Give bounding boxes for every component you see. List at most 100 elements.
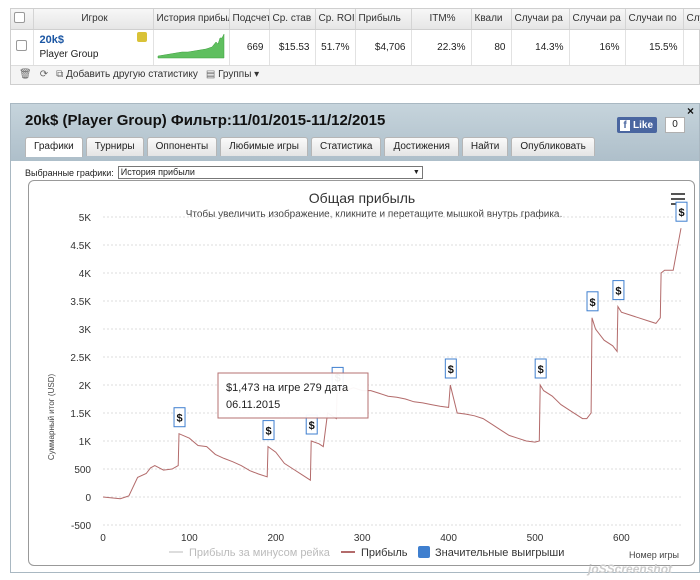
column-header-quali[interactable]: Квали bbox=[471, 9, 512, 30]
y-tick-label: 2.5K bbox=[70, 353, 91, 364]
tab-tournaments[interactable]: Турниры bbox=[85, 137, 144, 156]
y-tick-label: 0 bbox=[85, 493, 91, 504]
player-name-link[interactable]: 20k$ bbox=[39, 34, 64, 46]
tab-opponents[interactable]: Оппоненты bbox=[146, 137, 218, 156]
big-win-flag[interactable]: $ bbox=[173, 407, 186, 428]
panel-header: 20k$ (Player Group) Фильтр:11/01/2015-11… bbox=[11, 104, 699, 161]
y-tick-label: 500 bbox=[74, 465, 91, 476]
groups-dropdown[interactable]: ▤ Группы ▾ bbox=[205, 69, 260, 80]
refresh-icon[interactable]: ⟳ bbox=[39, 69, 49, 80]
chart-title: Общая прибыль bbox=[309, 190, 415, 206]
case2-cell: 16% bbox=[569, 29, 626, 65]
y-tick-label: 3K bbox=[79, 325, 92, 336]
x-tick-label: 400 bbox=[440, 533, 457, 544]
svg-text:$: $ bbox=[589, 297, 595, 309]
legend-item-profit[interactable]: Прибыль bbox=[361, 547, 408, 559]
big-win-flag[interactable]: $ bbox=[262, 420, 275, 441]
trash-icon[interactable]: 🗑 bbox=[19, 69, 32, 80]
like-label: Like bbox=[633, 119, 654, 131]
big-win-flag[interactable]: $ bbox=[534, 358, 547, 379]
svg-text:$: $ bbox=[615, 286, 621, 298]
y-tick-label: 4.5K bbox=[70, 241, 91, 252]
chart-subtitle: Чтобы увеличить изображение, кликните и … bbox=[186, 208, 563, 220]
watermark: joSScreenshot bbox=[588, 562, 673, 576]
tooltip-line-1: $1,473 на игре 279 дата bbox=[226, 382, 349, 394]
avg-roi-cell: 51.7% bbox=[315, 29, 356, 65]
count-cell: 669 bbox=[229, 29, 270, 65]
column-header-avg-roi[interactable]: Ср. ROI bbox=[315, 9, 356, 30]
column-header-profit[interactable]: Прибыль bbox=[355, 9, 412, 30]
legend-item-net[interactable]: Прибыль за минусом рейка bbox=[189, 547, 331, 559]
case4-cell bbox=[683, 29, 700, 65]
tab-graphs[interactable]: Графики bbox=[25, 137, 83, 157]
x-tick-label: 300 bbox=[354, 533, 371, 544]
player-group-label: Player Group bbox=[39, 49, 99, 60]
facebook-like-button[interactable]: f Like bbox=[617, 117, 657, 133]
x-tick-label: 0 bbox=[100, 533, 106, 544]
table-toolbar: 🗑 ⟳ ⧉ Добавить другую статистику ▤ Групп… bbox=[11, 64, 699, 84]
column-header-case-3[interactable]: Случаи по bbox=[625, 9, 684, 30]
table-row[interactable]: 20k$ Player Group 669 $15.53 51.7% $4,70… bbox=[11, 29, 700, 65]
column-header-case-4[interactable]: Случ bbox=[683, 9, 700, 30]
big-win-flag[interactable]: $ bbox=[586, 291, 599, 312]
y-tick-label: 1K bbox=[79, 437, 92, 448]
column-header-itm[interactable]: ITM% bbox=[411, 9, 472, 30]
column-header-count[interactable]: Подсчет bbox=[229, 9, 270, 30]
selected-graphs-label: Выбранные графики: bbox=[25, 167, 114, 178]
tooltip-line-2: 06.11.2015 bbox=[226, 399, 280, 411]
big-win-flag[interactable]: $ bbox=[444, 358, 457, 379]
case1-cell: 14.3% bbox=[511, 29, 570, 65]
profit-series-line bbox=[102, 228, 682, 500]
row-checkbox[interactable] bbox=[11, 29, 34, 65]
column-header-profit-history[interactable]: История прибыли bbox=[153, 9, 230, 30]
profit-chart[interactable]: Общая прибыль Чтобы увеличить изображени… bbox=[28, 180, 695, 566]
y-tick-label: 4K bbox=[79, 269, 92, 280]
svg-text:$: $ bbox=[309, 420, 315, 432]
column-header-player[interactable]: Игрок bbox=[33, 9, 154, 30]
like-count: 0 bbox=[665, 117, 685, 133]
itm-cell: 22.3% bbox=[411, 29, 472, 65]
case3-cell: 15.5% bbox=[625, 29, 684, 65]
sparkline-chart bbox=[157, 33, 224, 58]
profit-cell: $4,706 bbox=[355, 29, 412, 65]
x-axis-label: Номер игры bbox=[629, 550, 679, 560]
star-icon[interactable] bbox=[136, 31, 147, 42]
player-cell[interactable]: 20k$ Player Group bbox=[33, 29, 154, 65]
graph-select-dropdown[interactable]: История прибыли bbox=[117, 166, 423, 179]
y-axis-label: Суммарный итог (USD) bbox=[47, 374, 56, 461]
tab-achievements[interactable]: Достижения bbox=[384, 137, 459, 156]
column-header-case-1[interactable]: Случаи ра bbox=[511, 9, 570, 30]
tab-favorite-games[interactable]: Любимые игры bbox=[220, 137, 308, 156]
big-win-flag[interactable]: $ bbox=[612, 280, 625, 301]
facebook-icon: f bbox=[620, 119, 630, 131]
y-tick-label: 3.5K bbox=[70, 297, 91, 308]
tab-find[interactable]: Найти bbox=[461, 137, 509, 156]
profit-history-sparkline bbox=[153, 29, 230, 65]
avg-stake-cell: $15.53 bbox=[269, 29, 316, 65]
groups-icon: ▤ bbox=[205, 69, 216, 80]
svg-text:$: $ bbox=[176, 413, 182, 425]
table-header-row: Игрок История прибыли Подсчет Ср. став С… bbox=[11, 9, 700, 30]
add-stat-button[interactable]: ⧉ Добавить другую статистику bbox=[56, 69, 198, 80]
column-header-case-2[interactable]: Случаи ра bbox=[569, 9, 626, 30]
select-all-checkbox[interactable] bbox=[11, 9, 34, 30]
tab-publish[interactable]: Опубликовать bbox=[511, 137, 595, 156]
player-detail-panel: 20k$ (Player Group) Фильтр:11/01/2015-11… bbox=[10, 103, 700, 573]
svg-text:$: $ bbox=[538, 364, 544, 376]
x-tick-label: 100 bbox=[181, 533, 198, 544]
column-header-avg-stake[interactable]: Ср. став bbox=[269, 9, 316, 30]
legend-item-big-wins[interactable]: Значительные выигрыши bbox=[435, 547, 564, 559]
big-win-flag[interactable]: $ bbox=[675, 201, 688, 222]
y-tick-label: 2K bbox=[79, 381, 92, 392]
close-icon[interactable]: × bbox=[687, 104, 695, 118]
panel-tabs: Графики Турниры Оппоненты Любимые игры С… bbox=[25, 137, 595, 157]
tab-statistics[interactable]: Статистика bbox=[310, 137, 382, 156]
y-tick-label: 5K bbox=[79, 213, 92, 224]
profit-chart-svg[interactable]: Общая прибыль Чтобы увеличить изображени… bbox=[29, 181, 696, 567]
x-tick-label: 200 bbox=[267, 533, 284, 544]
quali-cell: 80 bbox=[471, 29, 512, 65]
svg-text:$: $ bbox=[448, 364, 454, 376]
chart-tooltip: $1,473 на игре 279 дата 06.11.2015 bbox=[217, 372, 369, 419]
svg-text:$: $ bbox=[265, 426, 271, 438]
x-tick-label: 500 bbox=[527, 533, 544, 544]
